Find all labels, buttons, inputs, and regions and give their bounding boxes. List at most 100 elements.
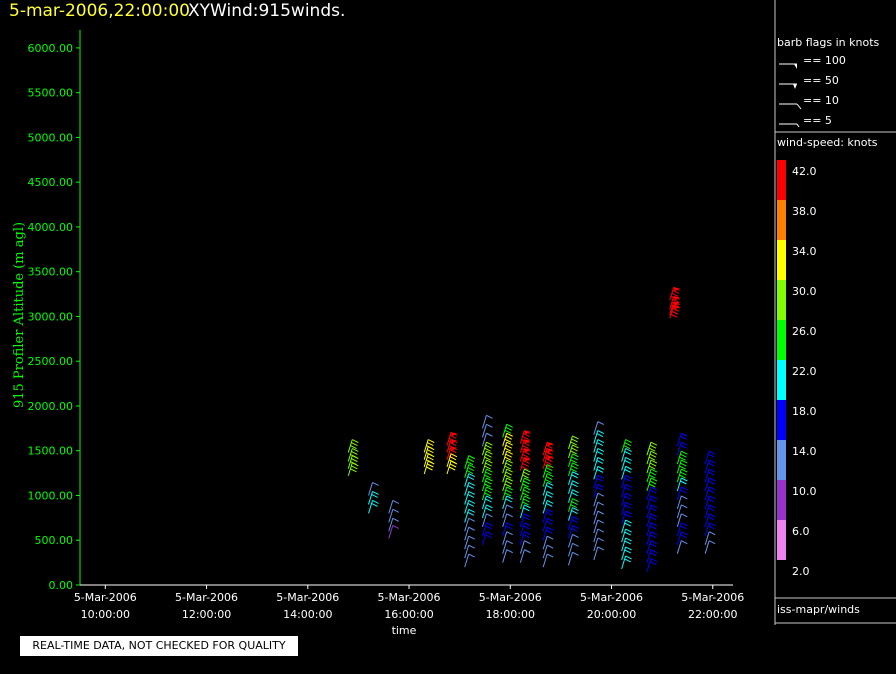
wind-barb (669, 295, 680, 310)
wind-barb (646, 549, 658, 563)
barb-legend-label: == 50 (803, 74, 839, 87)
wind-barb (568, 453, 579, 467)
wind-barb (388, 499, 400, 514)
wind-barb (704, 450, 716, 465)
wind-barb (423, 460, 435, 475)
wind-barb (502, 450, 513, 465)
wind-barb (542, 473, 554, 487)
wind-barb (704, 540, 716, 554)
wind-barb (502, 513, 513, 527)
wind-barb (568, 471, 579, 485)
wind-barb (676, 513, 688, 527)
wind-barb (676, 540, 688, 554)
y-tick-label: 1000.00 (28, 489, 74, 502)
color-scale-label: 2.0 (792, 565, 810, 578)
wind-barb (446, 460, 458, 475)
wind-barb (593, 510, 605, 525)
wind-barb (542, 482, 554, 496)
wind-barb (502, 540, 513, 554)
y-tick-label: 1500.00 (28, 445, 74, 458)
wind-barb (519, 522, 531, 536)
wind-barb (704, 504, 716, 519)
wind-barb (593, 546, 605, 561)
wind-barb (676, 531, 688, 545)
wind-barb (464, 490, 475, 505)
wind-barb (347, 462, 359, 476)
wind-barb (568, 533, 579, 548)
wind-barb (646, 468, 658, 483)
chart-axes: 0.00 500.00 1000.00 1500.00 2000.00 2500.00 30… (12, 30, 744, 637)
wind-barb (621, 501, 632, 516)
wind-barb (519, 540, 531, 554)
wind-barb (464, 517, 475, 532)
x-tick-date: 5-Mar-2006 (74, 591, 137, 604)
wind-barb (502, 531, 513, 545)
wind-barb (542, 508, 554, 523)
wind-barb (464, 553, 475, 568)
wind-barb (368, 482, 379, 496)
wind-barb (542, 499, 554, 514)
y-tick-label: 0.00 (49, 579, 74, 592)
wind-barb (593, 528, 605, 543)
wind-barb (542, 464, 554, 478)
wind-barb (502, 495, 513, 510)
x-tick-time: 12:00:00 (182, 608, 231, 621)
color-scale-label: 14.0 (792, 445, 817, 458)
y-tick-label: 4000.00 (28, 221, 74, 234)
color-scale-label: 42.0 (792, 165, 817, 178)
x-tick-time: 14:00:00 (283, 608, 332, 621)
wind-barb (568, 480, 579, 494)
wind-barb (568, 516, 579, 530)
color-scale-swatch (777, 160, 786, 200)
wind-barb (481, 477, 493, 492)
wind-barb (593, 421, 605, 435)
wind-barb (621, 456, 632, 471)
wind-barb (646, 531, 658, 545)
wind-barb (704, 459, 716, 474)
wind-barb (669, 304, 680, 319)
y-tick-label: 3500.00 (28, 266, 74, 279)
wind-barb (621, 546, 632, 561)
x-tick-time: 20:00:00 (587, 608, 636, 621)
y-tick-label: 2500.00 (28, 355, 74, 368)
x-tick-date: 5-Mar-2006 (175, 591, 238, 604)
legend-panel: barb flags in knots == 100 == 50 == 10 == 5… (774, 0, 896, 625)
wind-barb (542, 441, 554, 456)
x-ticks: 5-Mar-2006 10:00:00 5-Mar-2006 12:00:00 5-Ma… (74, 585, 744, 621)
wind-barb (704, 468, 716, 483)
wind-barb (676, 459, 688, 474)
y-ticks: 0.00 500.00 1000.00 1500.00 2000.00 2500.00 30… (28, 42, 80, 592)
color-scale-swatch (777, 200, 786, 240)
x-tick-date: 5-Mar-2006 (378, 591, 441, 604)
wind-barb (593, 465, 605, 480)
barb-legend-title: barb flags in knots (777, 36, 880, 49)
wind-barb (464, 464, 475, 478)
wind-barb (481, 423, 493, 438)
barb-legend-label: == 5 (803, 114, 832, 127)
wind-barb (621, 519, 632, 534)
wind-barb (502, 441, 513, 456)
wind-barb (676, 522, 688, 536)
wind-barb (621, 465, 632, 480)
wind-barb (704, 522, 716, 536)
wind-barb (593, 439, 605, 453)
wind-barb (568, 462, 579, 476)
wind-barb (481, 450, 493, 465)
wind-barb (593, 501, 605, 516)
y-tick-label: 3000.00 (28, 310, 74, 323)
barb-legend-item: == 10 (779, 94, 839, 110)
color-scale-label: 38.0 (792, 205, 817, 218)
wind-barb (646, 540, 658, 554)
wind-barb (388, 525, 400, 539)
wind-barb (568, 498, 579, 512)
barb-legend-item: == 5 (779, 114, 832, 128)
speed-legend-title: wind-speed: knots (777, 136, 878, 149)
wind-barb (388, 508, 400, 523)
wind-barb (464, 482, 475, 496)
x-tick-time: 16:00:00 (384, 608, 433, 621)
wind-barb (646, 486, 658, 501)
wind-barb (593, 483, 605, 498)
wind-barb (646, 441, 658, 456)
wind-barb (502, 522, 513, 536)
wind-barb (368, 490, 379, 505)
